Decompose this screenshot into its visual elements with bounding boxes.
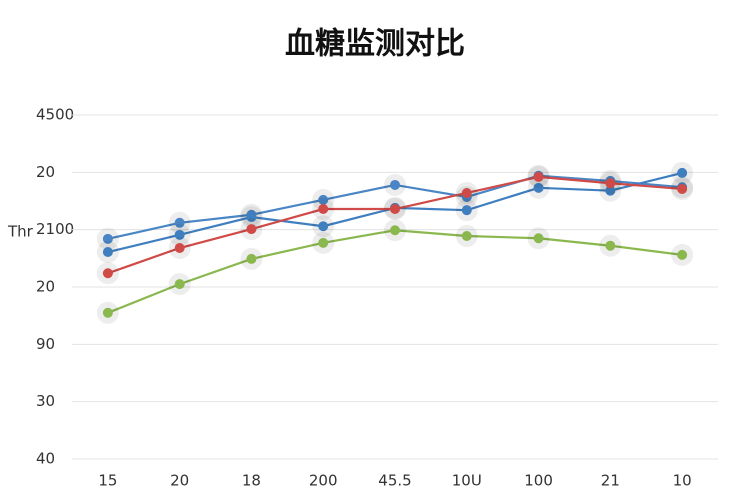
- point: [533, 182, 544, 193]
- chart-title: 血糖监测对比: [285, 27, 465, 62]
- point: [461, 187, 472, 198]
- point: [605, 240, 616, 251]
- y-tick-label: 20: [36, 278, 55, 296]
- point: [605, 185, 616, 196]
- point: [174, 243, 185, 254]
- y-tick-label: 30: [36, 392, 55, 410]
- point: [318, 194, 329, 205]
- point: [174, 229, 185, 240]
- point: [246, 212, 257, 223]
- point: [677, 167, 688, 178]
- x-tick-label: 20: [170, 472, 189, 490]
- x-tick-label: 21: [601, 472, 620, 490]
- point: [533, 233, 544, 244]
- point: [174, 217, 185, 228]
- y-tick-label: 4500: [36, 106, 74, 124]
- point: [461, 205, 472, 216]
- point: [677, 249, 688, 260]
- point: [246, 253, 257, 264]
- point: [605, 178, 616, 189]
- point: [390, 204, 400, 215]
- y-axis-label: Thr: [7, 223, 34, 241]
- y-tick-label: 90: [36, 335, 55, 353]
- point: [677, 183, 688, 194]
- point: [246, 224, 257, 235]
- x-tick-label: 15: [98, 472, 117, 490]
- x-tick-label: 18: [242, 472, 261, 490]
- point: [102, 233, 113, 244]
- point: [461, 230, 472, 241]
- point: [318, 221, 329, 232]
- x-tick-label: 10U: [452, 472, 482, 490]
- point: [533, 171, 544, 182]
- point: [102, 247, 113, 258]
- y-tick-label: 2100: [36, 220, 74, 238]
- point: [102, 307, 113, 318]
- point: [102, 268, 113, 279]
- y-tick-label: 40: [36, 450, 55, 468]
- x-tick-label: 100: [524, 472, 553, 490]
- x-tick-label: 200: [309, 472, 338, 490]
- point: [318, 237, 329, 248]
- point: [318, 204, 329, 215]
- y-tick-label: 20: [36, 163, 55, 181]
- point: [390, 179, 400, 190]
- point: [390, 225, 400, 236]
- point: [174, 279, 185, 290]
- x-tick-label: 10: [673, 472, 692, 490]
- x-tick-label: 45.5: [378, 472, 411, 490]
